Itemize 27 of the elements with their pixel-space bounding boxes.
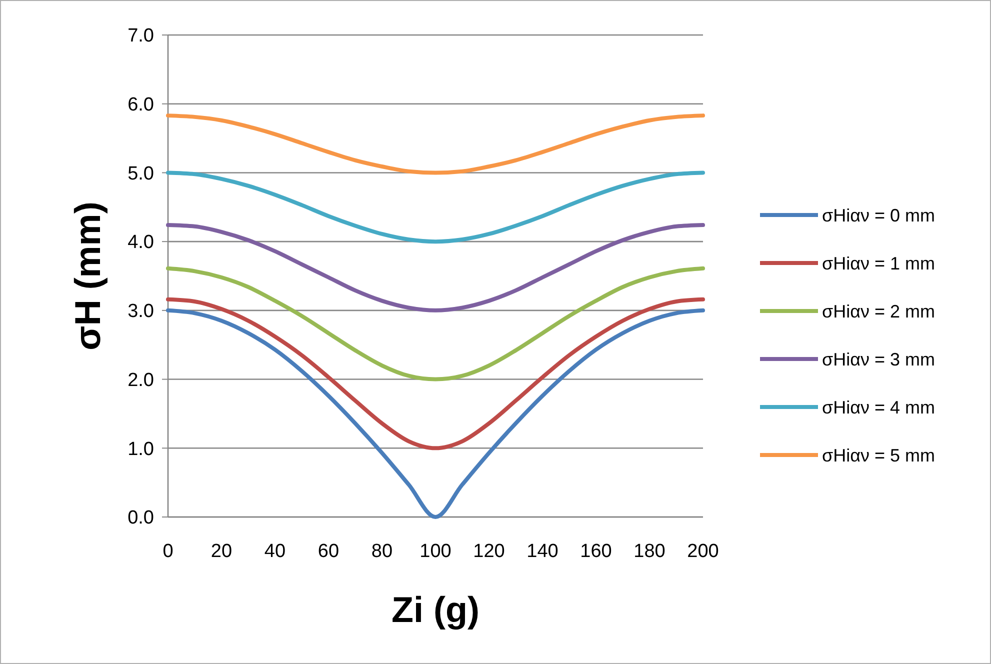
x-tick-label: 20 bbox=[210, 541, 232, 562]
y-tick-label: 4.0 bbox=[128, 232, 154, 254]
x-axis-title: Zi (g) bbox=[392, 589, 480, 630]
legend-label: σHiαν = 3 mm bbox=[822, 349, 936, 370]
x-tick-label: 60 bbox=[318, 541, 340, 562]
y-tick-label: 6.0 bbox=[128, 94, 154, 116]
x-tick-label: 100 bbox=[420, 541, 452, 562]
legend-label: σHiαν = 2 mm bbox=[822, 301, 936, 322]
legend-label: σHiαν = 5 mm bbox=[822, 445, 936, 466]
y-tick-label: 1.0 bbox=[128, 438, 154, 460]
y-tick-label: 2.0 bbox=[128, 370, 154, 391]
x-tick-label: 40 bbox=[264, 541, 286, 562]
legend-label: σHiαν = 0 mm bbox=[822, 205, 936, 226]
y-tick-label: 3.0 bbox=[128, 301, 154, 322]
legend-label: σHiαν = 1 mm bbox=[822, 253, 936, 274]
x-tick-label: 0 bbox=[162, 541, 174, 562]
x-tick-label: 80 bbox=[371, 541, 393, 562]
y-tick-label: 5.0 bbox=[128, 163, 154, 184]
x-tick-label: 200 bbox=[687, 541, 719, 562]
x-tick-label: 160 bbox=[580, 541, 612, 562]
x-tick-label: 180 bbox=[634, 541, 666, 562]
y-tick-label: 0.0 bbox=[128, 508, 154, 529]
x-tick-label: 120 bbox=[473, 541, 505, 562]
legend-label: σHiαν = 4 mm bbox=[822, 397, 936, 418]
y-tick-label: 7.0 bbox=[128, 26, 154, 47]
x-tick-label: 140 bbox=[526, 541, 558, 562]
y-axis-title: σH (mm) bbox=[67, 202, 108, 350]
